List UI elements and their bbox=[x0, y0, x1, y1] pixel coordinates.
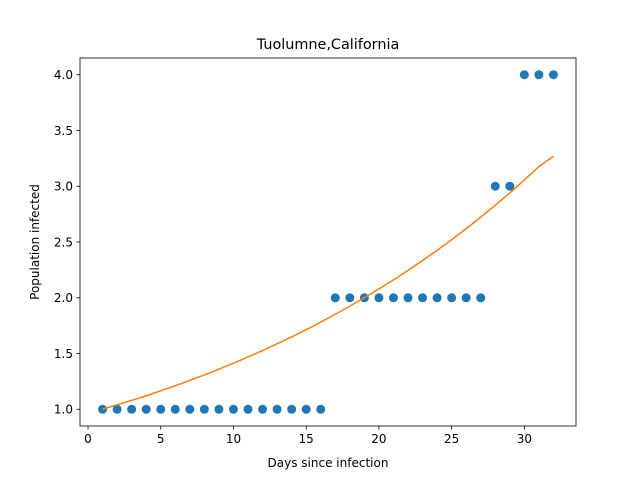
scatter-point bbox=[199, 404, 209, 414]
scatter-point bbox=[519, 70, 529, 80]
y-tick-label: 1.0 bbox=[54, 403, 73, 417]
scatter-point bbox=[272, 404, 282, 414]
scatter-point bbox=[476, 293, 486, 303]
scatter-point bbox=[548, 70, 558, 80]
y-tick-label: 2.5 bbox=[54, 235, 73, 249]
x-tick-label: 25 bbox=[444, 432, 459, 446]
scatter-point bbox=[418, 293, 428, 303]
scatter-point bbox=[490, 181, 500, 191]
scatter-point bbox=[258, 404, 268, 414]
scatter-point bbox=[505, 181, 515, 191]
scatter-point bbox=[316, 404, 326, 414]
y-tick-label: 4.0 bbox=[54, 68, 73, 82]
x-axis-label: Days since infection bbox=[268, 456, 389, 470]
scatter-point bbox=[388, 293, 398, 303]
scatter-point bbox=[127, 404, 137, 414]
fit-line bbox=[102, 155, 554, 410]
x-tick-label: 20 bbox=[371, 432, 386, 446]
scatter-point bbox=[170, 404, 180, 414]
y-axis-ticks: 1.0 1.5 2.0 2.5 3.0 3.5 4.0 bbox=[54, 68, 80, 417]
x-tick-label: 0 bbox=[84, 432, 92, 446]
plot-layer bbox=[98, 70, 558, 414]
y-tick-label: 1.5 bbox=[54, 347, 73, 361]
x-tick-label: 30 bbox=[517, 432, 532, 446]
chart-title: Tuolumne,California bbox=[256, 37, 400, 53]
scatter-point bbox=[461, 293, 471, 303]
scatter-point bbox=[112, 404, 122, 414]
x-tick-label: 5 bbox=[157, 432, 165, 446]
scatter-point bbox=[301, 404, 311, 414]
scatter-point bbox=[447, 293, 457, 303]
scatter-point bbox=[534, 70, 544, 80]
y-tick-label: 3.5 bbox=[54, 124, 73, 138]
scatter-point bbox=[185, 404, 195, 414]
scatter-point bbox=[374, 293, 384, 303]
scatter-point bbox=[330, 293, 340, 303]
scatter-point bbox=[243, 404, 253, 414]
scatter-point bbox=[141, 404, 151, 414]
scatter-point bbox=[403, 293, 413, 303]
x-tick-label: 10 bbox=[226, 432, 241, 446]
y-tick-label: 2.0 bbox=[54, 291, 73, 305]
scatter-point bbox=[156, 404, 166, 414]
scatter-point bbox=[214, 404, 224, 414]
scatter-point bbox=[345, 293, 355, 303]
x-axis-ticks: 0 5 10 15 20 25 30 bbox=[84, 426, 532, 446]
scatter-point bbox=[287, 404, 297, 414]
x-tick-label: 15 bbox=[299, 432, 314, 446]
scatter-point bbox=[228, 404, 238, 414]
y-axis-label: Population infected bbox=[28, 184, 42, 300]
y-tick-label: 3.0 bbox=[54, 180, 73, 194]
scatter-point bbox=[432, 293, 442, 303]
